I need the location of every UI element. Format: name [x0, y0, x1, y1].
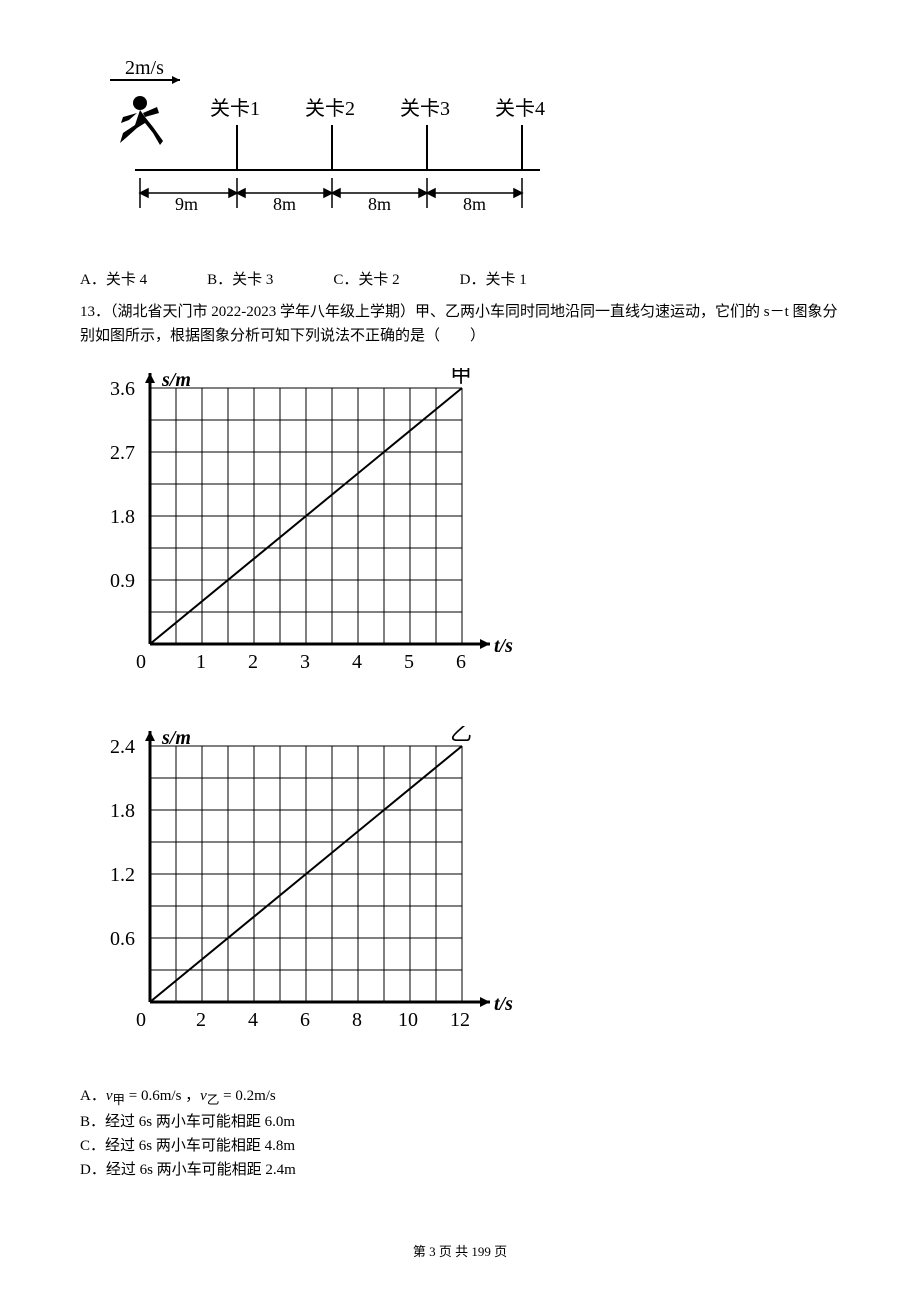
chart1-xtick-4: 4: [352, 651, 362, 673]
chart1-ytick-09: 0.9: [110, 570, 135, 592]
chart2-xtick-2: 2: [196, 1009, 206, 1031]
chart1-xtick-0: 0: [136, 651, 146, 673]
checkpoint-1-label: 关卡1: [210, 97, 260, 120]
chart2-xtick-6: 6: [300, 1009, 310, 1031]
q13-text: 13．（湖北省天门市 2022-2023 学年八年级上学期）甲、乙两小车同时同地…: [80, 300, 840, 348]
chart1-ytick-27: 2.7: [110, 442, 135, 464]
chart1-xtick-6: 6: [456, 651, 466, 673]
chart1-svg: 甲 s/m t/s 3.6 2.7 1.8 0.9 0 1 2 3 4 5 6: [80, 368, 520, 698]
q13-option-d: D．经过 6s 两小车可能相距 2.4m: [80, 1158, 840, 1182]
velocity-label: 2m/s: [125, 60, 164, 79]
segment-2-label: 8m: [273, 194, 296, 214]
q12-options: A．关卡 4 B．关卡 3 C．关卡 2 D．关卡 1: [80, 268, 840, 292]
runner-svg: 2m/s 关卡1 关卡2 关卡3 关卡4 9m 8m: [80, 60, 570, 240]
q13-options: A．v甲 = 0.6m/s ，v乙 = 0.2m/s B．经过 6s 两小车可能…: [80, 1084, 840, 1182]
q12-option-c: C．关卡 2: [333, 268, 399, 292]
chart2-xtick-0: 0: [136, 1009, 146, 1031]
chart2-ytick-12: 1.2: [110, 864, 135, 886]
chart1-xtick-1: 1: [196, 651, 206, 673]
checkpoint-3-label: 关卡3: [400, 97, 450, 120]
chart2-ytick-24: 2.4: [110, 736, 135, 758]
q12-option-b: B．关卡 3: [207, 268, 273, 292]
chart2-xtick-4: 4: [248, 1009, 258, 1031]
q13-option-b: B．经过 6s 两小车可能相距 6.0m: [80, 1110, 840, 1134]
q12-option-a: A．关卡 4: [80, 268, 147, 292]
segment-4-label: 8m: [463, 194, 486, 214]
page-footer: 第 3 页 共 199 页: [80, 1242, 840, 1263]
chart2-ytick-06: 0.6: [110, 928, 135, 950]
chart1-ytick-36: 3.6: [110, 378, 135, 400]
chart2-xtick-12: 12: [450, 1009, 470, 1031]
chart2-y-label: s/m: [161, 727, 191, 749]
checkpoint-2-label: 关卡2: [305, 97, 355, 120]
chart2-x-label: t/s: [494, 993, 513, 1015]
chart1-x-label: t/s: [494, 635, 513, 657]
q13-option-c: C．经过 6s 两小车可能相距 4.8m: [80, 1134, 840, 1158]
runner-diagram: 2m/s 关卡1 关卡2 关卡3 关卡4 9m 8m: [80, 60, 840, 248]
chart1-xtick-2: 2: [248, 651, 258, 673]
q13-option-a: A．v甲 = 0.6m/s ，v乙 = 0.2m/s: [80, 1084, 840, 1110]
chart1-y-label: s/m: [161, 369, 191, 391]
chart-yi: 乙 s/m t/s 2.4 1.8 1.2 0.6 0 2 4 6 8 10 1…: [80, 726, 840, 1064]
chart2-xtick-8: 8: [352, 1009, 362, 1031]
runner-icon: [120, 96, 163, 145]
chart2-svg: 乙 s/m t/s 2.4 1.8 1.2 0.6 0 2 4 6 8 10 1…: [80, 726, 520, 1056]
chart-jia: 甲 s/m t/s 3.6 2.7 1.8 0.9 0 1 2 3 4 5 6: [80, 368, 840, 706]
chart2-xtick-10: 10: [398, 1009, 418, 1031]
q12-option-d: D．关卡 1: [460, 268, 527, 292]
chart2-ytick-18: 1.8: [110, 800, 135, 822]
chart1-series-label: 甲: [450, 368, 472, 387]
checkpoint-4-label: 关卡4: [495, 97, 545, 120]
segment-1-label: 9m: [175, 194, 198, 214]
segment-3-label: 8m: [368, 194, 391, 214]
chart1-xtick-5: 5: [404, 651, 414, 673]
chart2-series-label: 乙: [450, 726, 472, 745]
chart1-ytick-18: 1.8: [110, 506, 135, 528]
chart1-xtick-3: 3: [300, 651, 310, 673]
